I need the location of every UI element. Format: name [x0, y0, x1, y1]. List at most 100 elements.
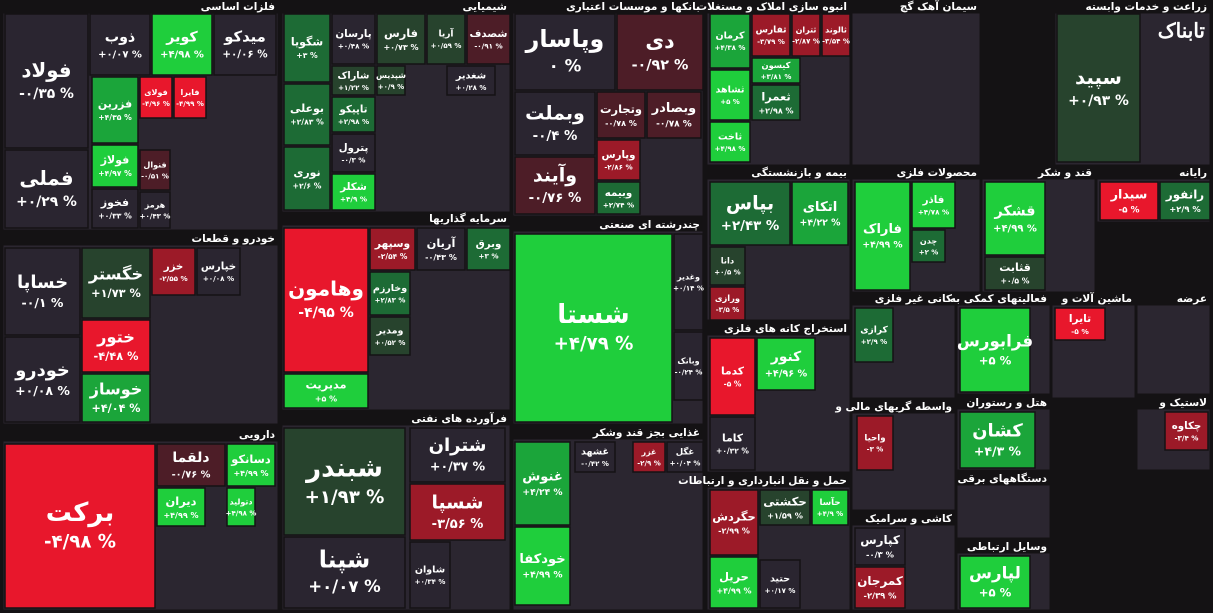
tile-label: وبرق	[476, 239, 502, 250]
tile-label: ثتران	[796, 26, 817, 35]
tile-value: -۴/۹۸ %	[44, 531, 116, 552]
sector-title: انبوه سازی املاک و مستغلات	[697, 1, 847, 13]
tile-label: شپدیس	[376, 71, 406, 81]
tile-value: -۵ %	[1118, 205, 1139, 215]
tile-label: کیسون	[761, 60, 790, 71]
tile-value: +۱/۹۳ %	[305, 487, 385, 508]
tile	[1056, 13, 1141, 163]
tile-label: شکلر	[339, 182, 367, 193]
tile-label: فرابورس	[957, 331, 1033, 351]
tile	[616, 13, 704, 91]
tile	[854, 527, 906, 566]
tile-label: ذوب	[105, 30, 136, 46]
tile-label: لپارس	[969, 563, 1021, 583]
tile	[959, 411, 1036, 469]
tile-value: +۴/۲۲ %	[800, 217, 842, 228]
tile-value: +۵ %	[720, 98, 740, 106]
tile-label: دانا	[721, 256, 734, 266]
tile	[466, 13, 511, 65]
tile	[646, 91, 702, 139]
tile	[811, 489, 849, 526]
tile-label: وآیند	[533, 163, 577, 187]
tile-label: پترول	[339, 143, 369, 154]
tile-label: شصدف	[470, 29, 508, 40]
tile-label: بپاس	[726, 193, 774, 215]
tile	[139, 191, 171, 229]
tile-value: +۰/۱۷ %	[765, 587, 796, 595]
tile	[1099, 181, 1159, 221]
tile-label: حریل	[719, 569, 749, 583]
tile-label: دیران	[166, 494, 197, 508]
tile	[959, 555, 1031, 609]
tile-value: +۴/۹۹ %	[993, 223, 1037, 234]
tile	[173, 76, 207, 119]
tile-value: +۰/۲۹ %	[16, 194, 77, 210]
tile-value: -۵ %	[724, 379, 742, 388]
tile-label: غگل	[676, 447, 694, 458]
tile-value: +۲/۴۳ %	[721, 219, 779, 234]
tile-label: ومدیر	[376, 326, 404, 337]
tile-label: برکت	[46, 498, 115, 528]
tile-value: +۰/۰۸ %	[15, 383, 70, 398]
tile-value: +۳/۸۱ %	[761, 73, 792, 81]
tile-value: -۰/۷۶ %	[172, 470, 211, 481]
tile	[666, 441, 704, 473]
tile-value: +۰/۳۴ %	[415, 578, 446, 586]
tile-value: -۰/۷۸ %	[605, 119, 637, 128]
tile-value: -۳/۵۴ %	[822, 37, 850, 45]
tile-label: شبندر	[304, 453, 383, 483]
tile-value: +۰/۳۷ %	[430, 458, 486, 473]
tile	[81, 247, 151, 319]
tile-label: رانفور	[1165, 188, 1204, 203]
tile-value: +۰/۳۲ %	[716, 446, 749, 455]
sector-title: واسطه گریهای مالی و	[834, 400, 952, 413]
tile-value: +۰/۳۳ %	[98, 212, 132, 221]
tile	[632, 441, 666, 473]
tile-label: تایرا	[1069, 312, 1091, 325]
tile-value: -۲/۸۶ %	[604, 163, 632, 172]
tile-value: +۰/۰۶ %	[222, 49, 268, 61]
sector-title: سرمایه گذاریها	[429, 212, 507, 225]
tile-label: فولاد	[21, 59, 71, 82]
tile	[369, 316, 411, 356]
tile	[791, 13, 821, 57]
tile	[709, 416, 756, 471]
tile-value: +۰/۴۸ %	[338, 42, 369, 51]
tile	[226, 443, 276, 487]
sector-title: ماشین آلات و	[1061, 292, 1132, 305]
sector-title: بیمه و بازنشستگی	[751, 166, 847, 179]
tile-label: ثفارس	[756, 26, 787, 36]
tile	[89, 13, 151, 76]
tile-label: ثشاهد	[716, 85, 745, 96]
sector-title: کانی غیر فلزی	[875, 293, 953, 305]
tile-value: -۲/۵۴ %	[378, 252, 408, 261]
tile-value: -۲/۵۵ %	[159, 274, 187, 283]
tile	[709, 246, 746, 286]
tile-label: وتجارت	[600, 102, 642, 116]
tile-value: +۰/۵۲ %	[375, 339, 406, 347]
tile	[751, 13, 791, 57]
tile-label: کنور	[770, 349, 802, 365]
sector-title: کاشی و سرامیک	[865, 513, 953, 525]
tile-value: +۴/۲۴ %	[522, 487, 562, 498]
tile-label: سیدار	[1110, 186, 1148, 201]
tile	[514, 441, 571, 526]
tile-value: -۰/۵۱ %	[141, 172, 169, 180]
tile-label: کمرجان	[857, 574, 903, 589]
tile-label: کدما	[721, 364, 745, 377]
tile	[751, 57, 801, 84]
tile-label: دلقما	[172, 450, 209, 466]
tile-value: +۲/۸۳ %	[290, 118, 324, 127]
tile-value: -۳/۷۹ %	[757, 38, 785, 46]
sector-title: دستگاههای برقی	[958, 472, 1048, 485]
tile	[759, 559, 801, 609]
tile-value: +۴/۹۹ %	[522, 570, 562, 581]
tile	[283, 13, 331, 83]
tile-value: -۰/۲۴ %	[675, 368, 703, 376]
tile-value: +۰/۴۳ %	[140, 212, 171, 220]
tile	[4, 13, 89, 149]
tile-label: شسپا	[432, 492, 484, 513]
tile-value: -۲/۸۷ %	[792, 37, 820, 45]
sector-title: فعالیتهای کمکی به	[950, 293, 1047, 305]
tile	[514, 91, 596, 156]
